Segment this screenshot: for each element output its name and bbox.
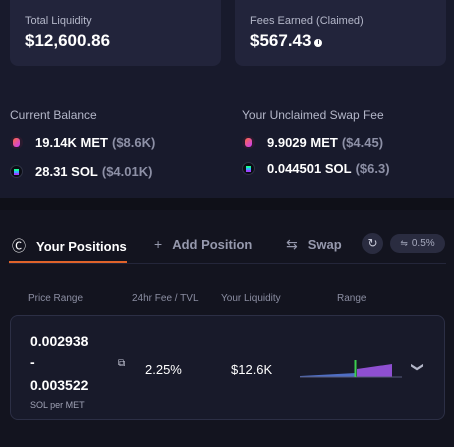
chevron-down-icon[interactable]: ❯ [411, 361, 426, 373]
fees-earned-card: Fees Earned (Claimed) $567.43 i [235, 0, 446, 66]
total-liquidity-value: $12,600.86 [25, 31, 111, 50]
position-row[interactable]: 0.002938 - 0.003522 SOL per MET ⧉ 2.25% … [10, 315, 445, 420]
fee-tvl-value: 2.25% [145, 362, 182, 377]
range-chart [300, 360, 402, 378]
refresh-icon: ↻ [367, 236, 378, 250]
slippage-value: 0.5% [411, 238, 435, 249]
slippage-button[interactable]: ⇋ 0.5% [390, 234, 445, 253]
price-range-low: 0.002938 [30, 333, 89, 349]
balance-row-sol: 28.31 SOL ($4.01K) [10, 164, 152, 179]
summary-section: Total Liquidity $12,600.86 Fees Earned (… [0, 0, 454, 198]
balance-met-amount: 19.14K MET [35, 135, 108, 150]
total-liquidity-label: Total Liquidity [25, 15, 92, 27]
balance-sol-usd: ($4.01K) [101, 164, 153, 179]
active-tab-indicator [9, 261, 127, 263]
tab-add-position-label: Add Position [172, 236, 253, 252]
unclaimed-row-sol: 0.044501 SOL ($6.3) [242, 161, 390, 176]
plus-icon: + [154, 236, 163, 252]
external-link-icon[interactable]: ⧉ [118, 358, 126, 369]
balance-sol-amount: 28.31 SOL [35, 164, 98, 179]
unclaimed-met-usd: ($4.45) [341, 135, 384, 150]
tab-your-positions-label: Your Positions [36, 238, 127, 254]
section-divider [0, 198, 454, 210]
info-icon[interactable]: i [314, 39, 323, 47]
refresh-button[interactable]: ↻ [362, 233, 383, 254]
balance-row-met: 19.14K MET ($8.6K) [10, 135, 155, 150]
price-range-high: 0.003522 [30, 377, 89, 393]
liquidity-value: $12.6K [231, 362, 273, 377]
met-token-icon [242, 136, 255, 149]
unclaimed-sol-amount: 0.044501 SOL [267, 161, 352, 176]
tab-swap[interactable]: ⇆ Swap [286, 236, 342, 253]
tab-swap-label: Swap [307, 237, 342, 252]
header-your-liquidity: Your Liquidity [221, 293, 281, 304]
sol-token-icon [10, 165, 23, 178]
tab-add-position[interactable]: + Add Position [154, 236, 252, 252]
current-price-marker [354, 360, 357, 377]
sliders-icon: ⇋ [400, 238, 408, 248]
price-range-separator: - [30, 354, 35, 370]
sol-token-icon [242, 162, 255, 175]
dollar-circle-icon: Ⓒ [12, 238, 26, 254]
fees-earned-label: Fees Earned (Claimed) [250, 15, 364, 27]
current-balance-title: Current Balance [10, 108, 97, 122]
met-token-icon [10, 136, 23, 149]
unclaimed-row-met: 9.9029 MET ($4.45) [242, 135, 383, 150]
price-unit: SOL per MET [30, 400, 85, 410]
balance-met-usd: ($8.6K) [111, 135, 156, 150]
tab-your-positions[interactable]: Ⓒ Your Positions [12, 236, 127, 256]
unclaimed-met-amount: 9.9029 MET [267, 135, 338, 150]
header-fee-tvl: 24hr Fee / TVL [132, 293, 199, 304]
unclaimed-sol-usd: ($6.3) [355, 161, 390, 176]
swap-arrows-icon: ⇆ [286, 236, 298, 252]
fees-earned-value: $567.43 [250, 31, 312, 50]
positions-tabs: Ⓒ Your Positions + Add Position ⇆ Swap ↻… [0, 210, 454, 264]
total-liquidity-card: Total Liquidity $12,600.86 [10, 0, 221, 66]
tabs-divider [9, 263, 446, 264]
header-range: Range [337, 293, 367, 304]
range-out-of-range-area [300, 373, 356, 377]
range-in-range-area [357, 364, 392, 377]
header-price-range: Price Range [28, 293, 84, 304]
unclaimed-fee-title: Your Unclaimed Swap Fee [242, 108, 384, 122]
fees-earned-value-row: $567.43 i [250, 31, 323, 51]
